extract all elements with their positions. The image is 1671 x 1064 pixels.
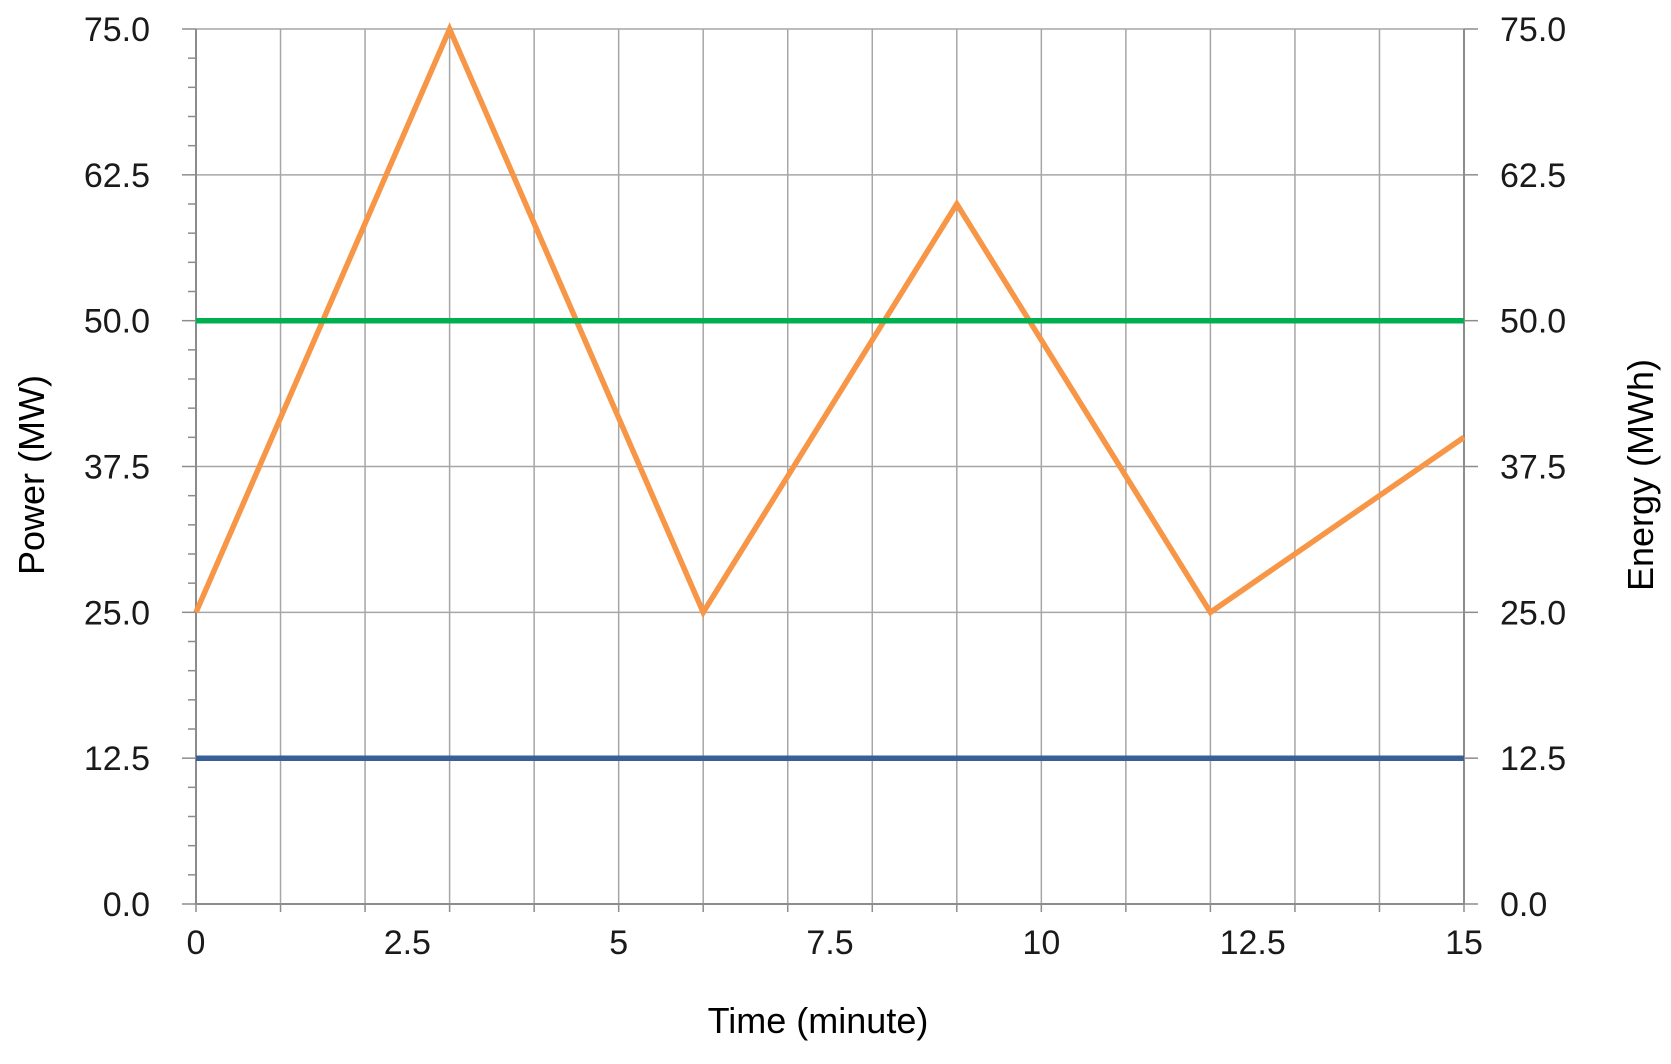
y2-tick-label: 62.5 bbox=[1500, 157, 1566, 195]
y2-tick-label: 12.5 bbox=[1500, 740, 1566, 778]
y-tick-label: 75.0 bbox=[84, 11, 150, 49]
axes bbox=[182, 28, 1478, 912]
y2-tick-label: 0.0 bbox=[1500, 886, 1547, 924]
y-axis-title: Power (MW) bbox=[11, 375, 52, 575]
x-tick-label: 12.5 bbox=[1220, 924, 1286, 962]
series-line-1 bbox=[193, 22, 1466, 619]
x-tick-label: 2.5 bbox=[384, 924, 431, 962]
y-tick-label: 62.5 bbox=[84, 157, 150, 195]
y-tick-label: 50.0 bbox=[84, 303, 150, 341]
y2-tick-label: 50.0 bbox=[1500, 303, 1566, 341]
x-tick-label: 0 bbox=[187, 924, 206, 962]
series-layer bbox=[193, 22, 1466, 761]
y-tick-label: 37.5 bbox=[84, 449, 150, 487]
y-tick-label: 0.0 bbox=[103, 886, 150, 924]
grid bbox=[195, 28, 1465, 905]
y2-tick-label: 75.0 bbox=[1500, 11, 1566, 49]
x-tick-label: 5 bbox=[609, 924, 628, 962]
y2-tick-label: 25.0 bbox=[1500, 594, 1566, 632]
y-tick-label: 12.5 bbox=[84, 740, 150, 778]
x-axis-title: Time (minute) bbox=[708, 1000, 929, 1041]
y-tick-label: 25.0 bbox=[84, 594, 150, 632]
x-tick-label: 10 bbox=[1022, 924, 1060, 962]
y2-axis-title: Energy (MWh) bbox=[1620, 359, 1661, 591]
tick-labels: 0 2.5 5 7.5 10 12.5 15 0.0 12.5 25.0 37.5 50.0 62.5 7… bbox=[84, 11, 1566, 962]
x-tick-label: 15 bbox=[1445, 924, 1483, 962]
y2-tick-label: 37.5 bbox=[1500, 449, 1566, 487]
x-tick-label: 7.5 bbox=[806, 924, 853, 962]
